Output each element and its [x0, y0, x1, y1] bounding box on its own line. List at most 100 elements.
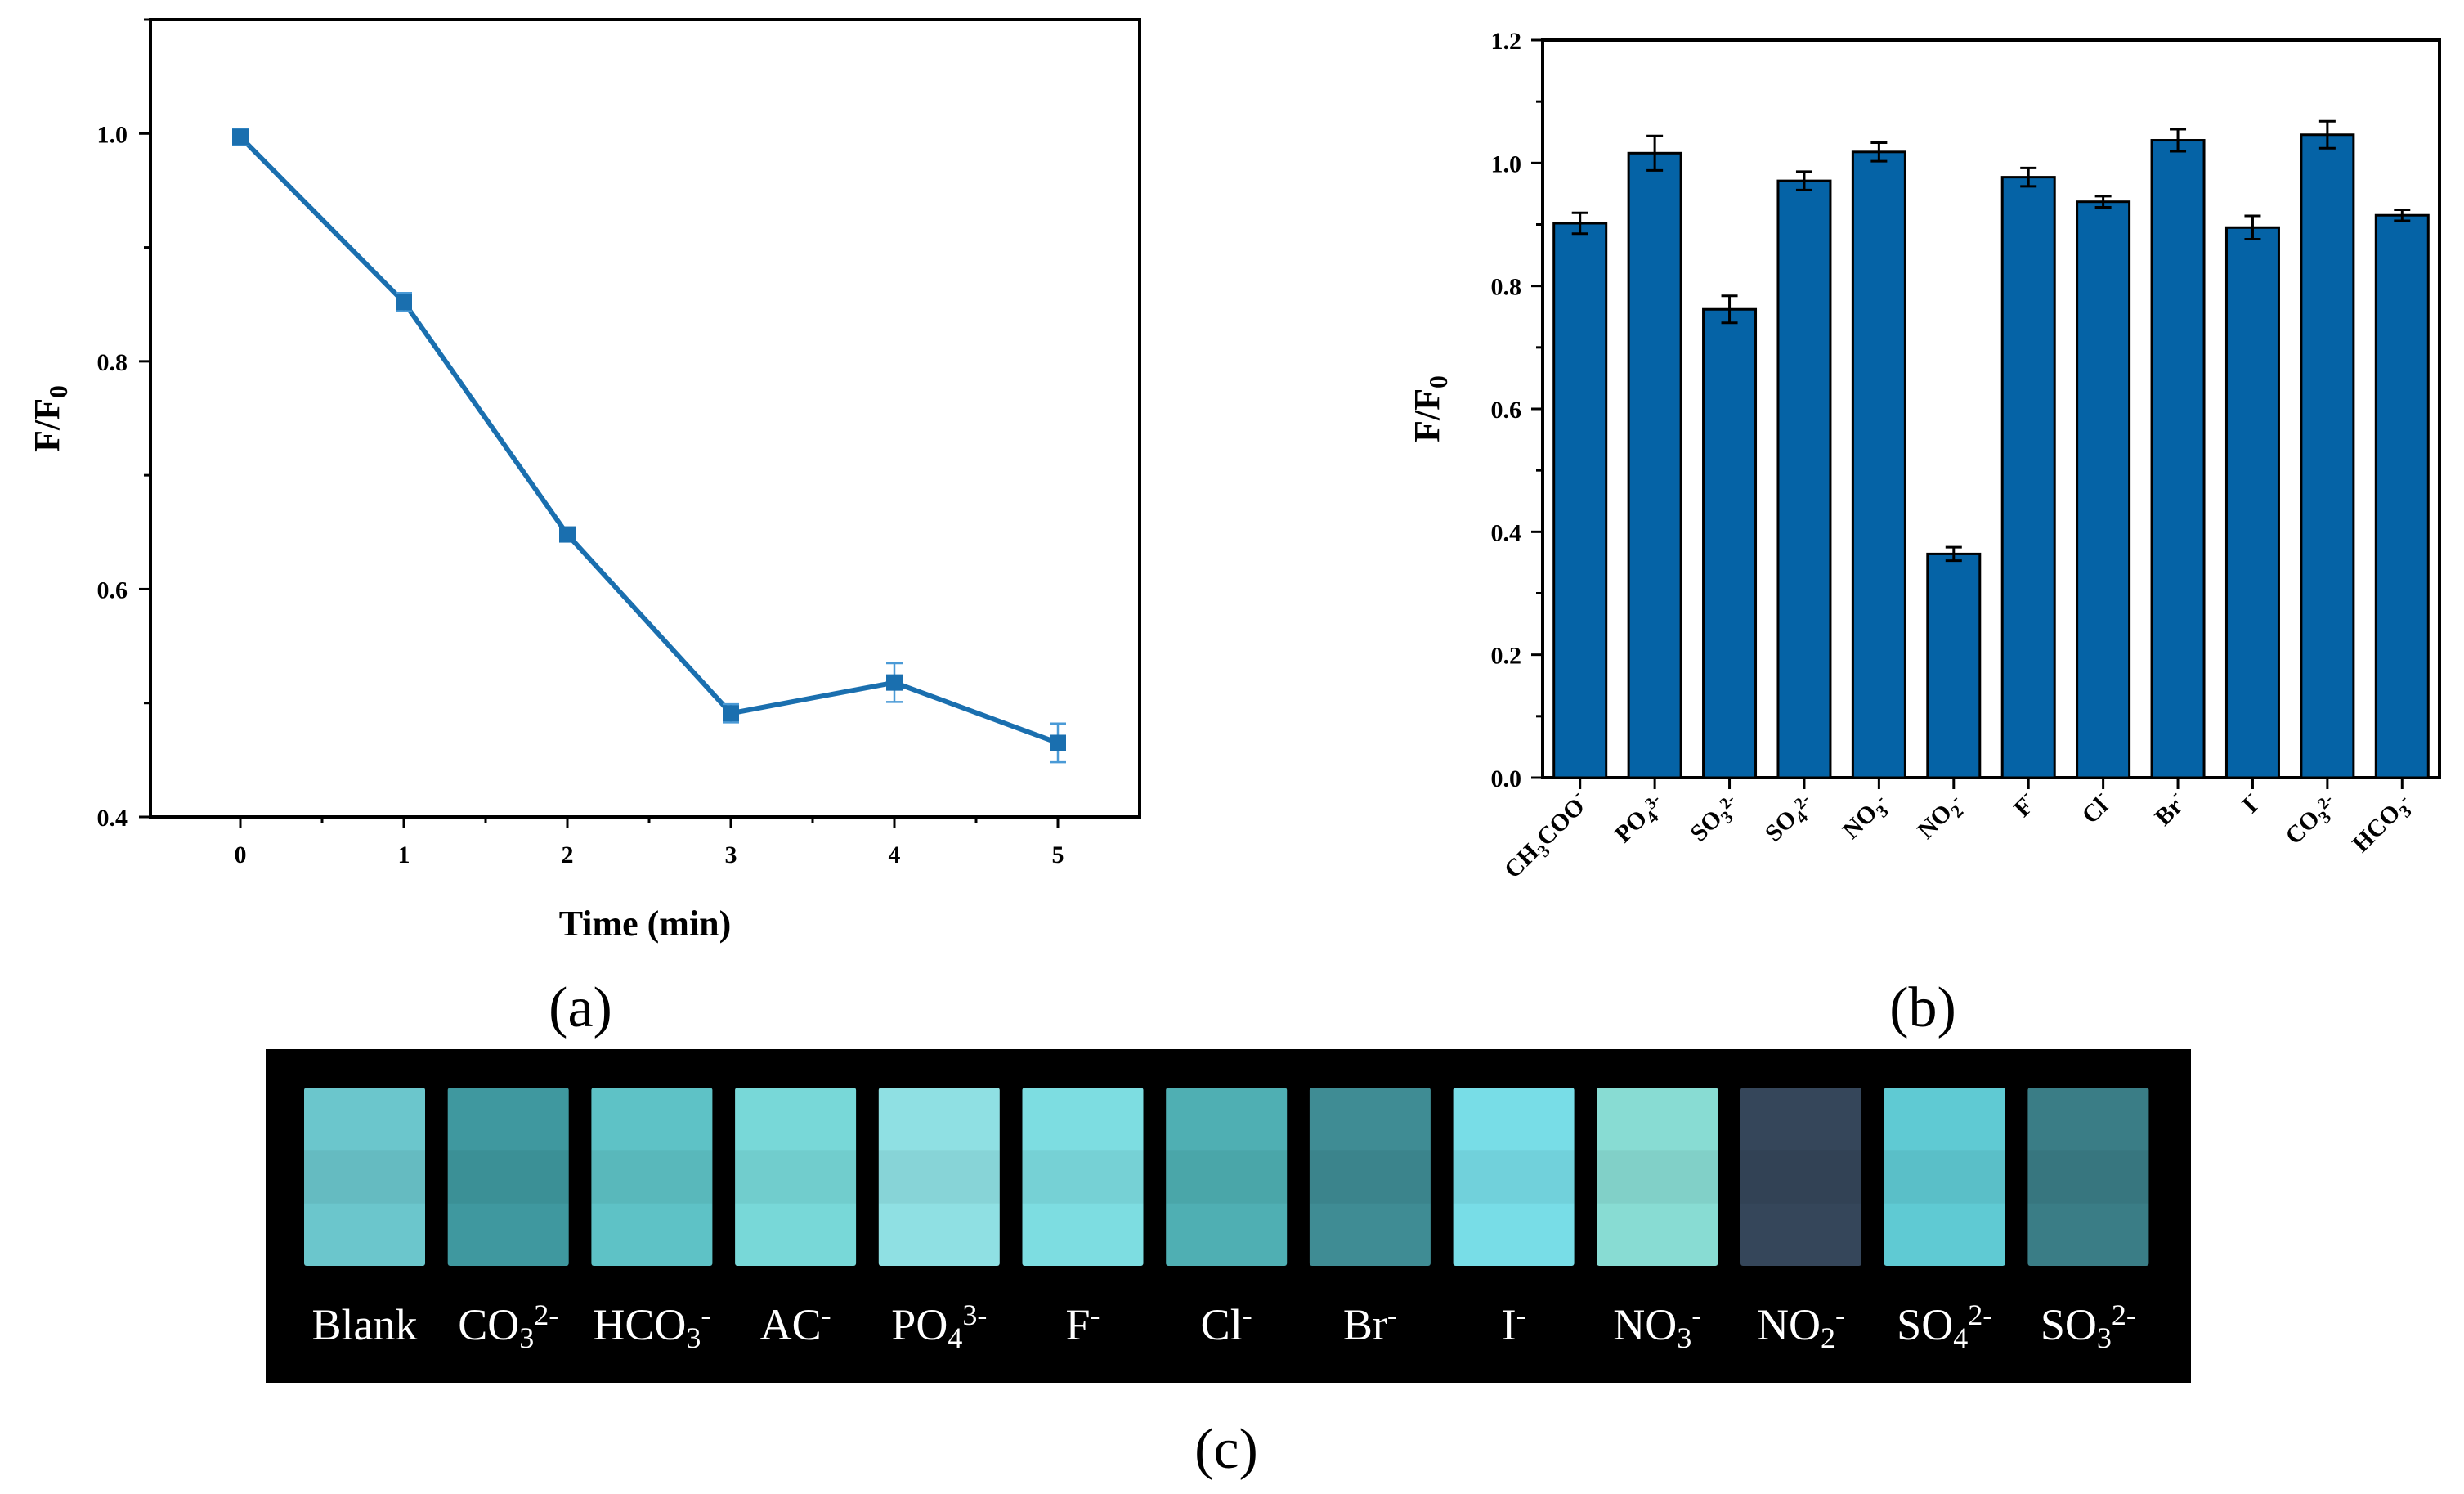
y-tick-label: 0.2: [1491, 643, 1522, 670]
data-point: [1050, 734, 1066, 751]
x-tick-label: 0: [235, 841, 247, 868]
y-tick-label: 1.0: [97, 121, 128, 148]
swatch-shade: [735, 1150, 857, 1204]
bar: [1627, 151, 1682, 779]
x-tick-label: SO32-: [1685, 789, 1746, 850]
swatch-shade: [1166, 1150, 1288, 1204]
y-tick-label: 0.6: [97, 577, 128, 603]
x-tick-label: Br-: [2147, 786, 2192, 831]
swatch-shade: [2027, 1150, 2149, 1204]
swatch: [1453, 1088, 1575, 1266]
x-tick-label: 4: [889, 841, 901, 868]
y-tick-label: 0.0: [1491, 765, 1522, 792]
panel-c-label: (c): [1194, 1418, 1258, 1481]
bar: [2150, 139, 2206, 779]
panel-b-label: (b): [1889, 976, 1956, 1039]
panel-b-bars: [1552, 119, 2430, 779]
swatch-label: Blank: [312, 1300, 418, 1349]
swatch-label: F-: [1065, 1299, 1100, 1349]
swatch-shade: [1022, 1150, 1144, 1204]
swatch-label: SO42-: [1897, 1299, 1992, 1354]
swatch-label: AC-: [760, 1299, 831, 1349]
bar: [2000, 176, 2056, 779]
swatch-shade: [304, 1150, 425, 1204]
x-tick-label: F-: [2006, 786, 2043, 823]
x-tick-label: 1: [398, 841, 410, 868]
swatch: [1884, 1088, 2005, 1266]
data-point: [396, 294, 412, 311]
swatch: [2027, 1088, 2149, 1266]
x-tick-label: HCO3-: [2347, 789, 2419, 861]
bar: [2224, 226, 2280, 779]
swatch-shade: [1597, 1150, 1718, 1204]
panel-a-y-axis-label: F/F0: [27, 385, 73, 452]
swatch-label: Br-: [1343, 1299, 1397, 1349]
panel-a-line-chart: 0 1 2 3 4 5 0.4 0.6 0.8 1.0 Time (min) F/F0 (a): [27, 18, 1141, 1039]
y-tick-label: 0.4: [97, 805, 128, 832]
swatch-label: Cl-: [1201, 1299, 1252, 1349]
swatch: [735, 1088, 857, 1266]
panel-a-plot-frame: [149, 18, 1141, 819]
panel-a-series: [232, 128, 1066, 764]
swatch: [1166, 1088, 1288, 1266]
data-point: [723, 705, 739, 722]
x-tick-label: CO32-: [2280, 789, 2345, 854]
x-tick-label: PO43-: [1610, 789, 1673, 852]
series-line: [238, 135, 1060, 746]
bar: [1926, 552, 1982, 779]
data-point: [232, 128, 249, 146]
panel-b-bar-chart: 0.0 0.2 0.4 0.6 0.8 1.0 1.2 CH3COO-PO43-SO32-SO…: [1407, 28, 2441, 1039]
x-tick-label: SO42-: [1760, 789, 1821, 850]
panel-c-photo-strip: Blank CO32- HCO3- AC- PO43- F- Cl- Br- I- NO3- NO2…: [266, 1049, 2191, 1481]
swatch: [1309, 1088, 1431, 1266]
y-tick-label: 0.4: [1491, 519, 1522, 546]
bar: [1851, 150, 1906, 779]
swatch-label: I-: [1502, 1299, 1526, 1349]
panel-a-axes: 0 1 2 3 4 5 0.4 0.6 0.8 1.0: [97, 18, 1064, 868]
swatch-shade: [447, 1150, 569, 1204]
panel-a-x-axis-label: Time (min): [559, 904, 732, 944]
swatch-shade: [878, 1150, 1000, 1204]
swatch: [1597, 1088, 1718, 1266]
swatch: [447, 1088, 569, 1266]
swatch: [591, 1088, 713, 1266]
bar: [1552, 222, 1608, 779]
y-tick-label: 1.2: [1491, 28, 1522, 55]
x-tick-label: CH3COO-: [1496, 786, 1597, 887]
swatch-shade: [591, 1150, 713, 1204]
swatch-shade: [1309, 1150, 1431, 1204]
swatch-label: PO43-: [891, 1299, 987, 1354]
x-tick-label: 5: [1052, 841, 1064, 868]
bar: [2374, 213, 2430, 779]
swatch: [1740, 1088, 1861, 1266]
y-tick-label: 0.6: [1491, 397, 1522, 424]
data-point: [559, 526, 576, 543]
panel-b-y-axis-label: F/F0: [1407, 375, 1453, 442]
x-tick-label: 3: [725, 841, 737, 868]
swatch: [1022, 1088, 1144, 1266]
swatch: [878, 1088, 1000, 1266]
photo-swatches: Blank CO32- HCO3- AC- PO43- F- Cl- Br- I- NO3- NO2…: [304, 1088, 2149, 1354]
data-point: [886, 674, 903, 691]
bar: [1702, 307, 1758, 779]
swatch-label: CO32-: [458, 1299, 558, 1354]
swatch-label: NO2-: [1757, 1299, 1845, 1354]
y-tick-label: 0.8: [1491, 274, 1522, 301]
bar: [2076, 200, 2131, 779]
panel-a-label: (a): [549, 976, 612, 1039]
y-tick-label: 1.0: [1491, 150, 1522, 177]
swatch: [304, 1088, 425, 1266]
swatch-label: SO32-: [2041, 1299, 2136, 1354]
swatch-label: HCO3-: [593, 1299, 710, 1354]
y-tick-label: 0.8: [97, 349, 128, 376]
x-tick-label: Cl-: [2074, 786, 2117, 829]
swatch-label: NO3-: [1613, 1299, 1701, 1354]
x-tick-label: I-: [2234, 786, 2267, 819]
swatch-shade: [1453, 1150, 1575, 1204]
bar: [2300, 133, 2355, 779]
x-tick-label: 2: [562, 841, 574, 868]
swatch-shade: [1884, 1150, 2005, 1204]
swatch-shade: [1740, 1150, 1861, 1204]
bar: [1776, 179, 1832, 779]
